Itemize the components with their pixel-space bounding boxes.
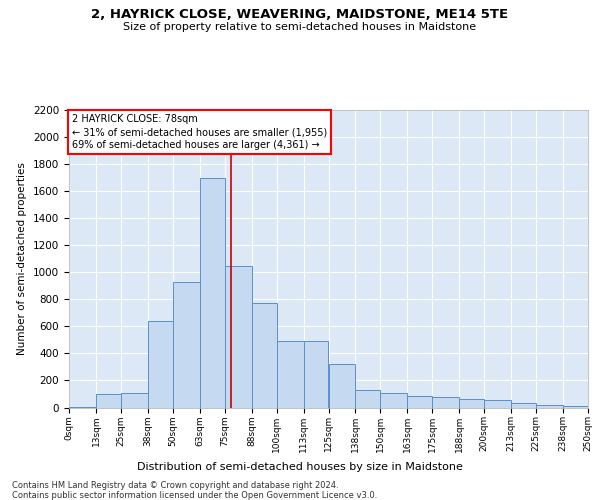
Bar [251, 304, 277, 408]
Bar [511, 404, 536, 407]
Text: 2 HAYRICK CLOSE: 78sqm
← 31% of semi-detached houses are smaller (1,955)
69% of : 2 HAYRICK CLOSE: 78sqm ← 31% of semi-det… [72, 114, 328, 150]
Bar [225, 266, 251, 408]
Bar [200, 178, 225, 408]
Y-axis label: Number of semi-detached properties: Number of semi-detached properties [17, 162, 28, 355]
Bar [148, 321, 173, 408]
Text: Size of property relative to semi-detached houses in Maidstone: Size of property relative to semi-detach… [124, 22, 476, 32]
Bar [121, 392, 148, 407]
Bar [355, 390, 380, 407]
Bar [432, 398, 459, 407]
Bar [173, 282, 200, 408]
Bar [304, 341, 329, 407]
Bar [380, 392, 407, 407]
Bar [536, 405, 563, 407]
Bar [69, 407, 96, 408]
Text: Contains public sector information licensed under the Open Government Licence v3: Contains public sector information licen… [12, 491, 377, 500]
Text: Distribution of semi-detached houses by size in Maidstone: Distribution of semi-detached houses by … [137, 462, 463, 472]
Bar [407, 396, 432, 407]
Text: 2, HAYRICK CLOSE, WEAVERING, MAIDSTONE, ME14 5TE: 2, HAYRICK CLOSE, WEAVERING, MAIDSTONE, … [91, 8, 509, 20]
Bar [484, 400, 511, 407]
Bar [96, 394, 121, 407]
Bar [329, 364, 355, 408]
Text: Contains HM Land Registry data © Crown copyright and database right 2024.: Contains HM Land Registry data © Crown c… [12, 481, 338, 490]
Bar [277, 341, 304, 407]
Bar [459, 400, 484, 407]
Bar [563, 406, 588, 407]
